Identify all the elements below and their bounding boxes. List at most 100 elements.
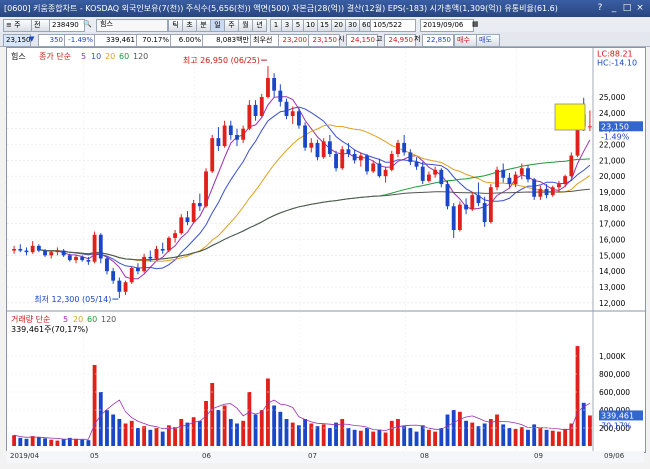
volume-bar [519, 427, 524, 446]
candle-body [550, 187, 555, 196]
quote-change: 350 [38, 34, 66, 47]
candle-body [427, 174, 431, 181]
x-label: 09/06 [604, 452, 625, 460]
candle-body [55, 250, 60, 253]
candle-body [464, 204, 468, 210]
quote-bar: 23,150 ▼ 350 -1.49% 339,461 70.17% 6.00%… [0, 32, 650, 47]
legend-ma10: 10 [91, 52, 101, 61]
volume-bar [526, 429, 530, 446]
volume-bar [67, 437, 72, 446]
candle-body [166, 237, 171, 251]
legend-ma120: 120 [133, 52, 148, 61]
volume-bar [457, 411, 462, 446]
search-icon[interactable]: 🔍 [83, 20, 92, 28]
period-tab[interactable]: 년 [252, 19, 267, 32]
volume-bar [278, 411, 283, 446]
candle-body [247, 104, 252, 129]
date-field[interactable]: 2019/09/06 [420, 19, 474, 32]
stock-name-field[interactable] [96, 19, 168, 32]
period-number-tab[interactable]: 10 [303, 19, 318, 32]
calendar-icon[interactable]: ▦ [472, 20, 479, 28]
maximize-icon[interactable]: □ [622, 3, 632, 13]
stock-code-input[interactable]: 238490 [49, 19, 85, 32]
period-tab[interactable]: 분 [196, 19, 211, 32]
candle-body [154, 249, 159, 259]
vol-legend-ma120: 120 [101, 315, 116, 324]
volume-bar [179, 419, 184, 446]
candle-body [377, 163, 382, 177]
volume-bar [550, 430, 555, 446]
volume-bar [501, 424, 506, 446]
price-volume-chart[interactable]: 25,00024,00023,00022,00021,00020,00019,0… [7, 48, 645, 452]
candle-body [253, 104, 258, 116]
candle-body [216, 138, 221, 147]
buy-button[interactable]: 매수 [454, 34, 478, 47]
volume-bar [24, 438, 29, 446]
volume-bar [142, 426, 147, 446]
minimize-icon[interactable]: _ [611, 3, 617, 13]
volume-bar [55, 440, 60, 446]
volume-bar [495, 414, 499, 446]
period-tab[interactable]: 초 [182, 19, 197, 32]
volume-bar [532, 424, 537, 446]
volume-bar [98, 392, 103, 446]
period-tab[interactable]: 월 [238, 19, 253, 32]
volume-bar [216, 410, 221, 446]
lc-label: LC:88.21 [597, 50, 633, 59]
y-tick-label: 22,000 [599, 141, 625, 150]
volume-bar [371, 431, 376, 446]
volume-bar [389, 420, 394, 446]
volume-bar [18, 437, 23, 446]
low-label: 저 [414, 35, 421, 43]
open-price: 24,150 [346, 34, 378, 47]
sell-button[interactable]: 매도 [476, 34, 500, 47]
candle-body [420, 166, 425, 181]
close-icon[interactable]: × [636, 3, 644, 13]
open-label: 시 [338, 35, 345, 43]
volume-bar [80, 439, 85, 446]
help-icon[interactable]: ? [597, 3, 603, 13]
quote-price: 23,150 [3, 34, 31, 47]
candle-body [266, 78, 270, 97]
chart-area[interactable]: 25,00024,00023,00022,00021,00020,00019,0… [6, 47, 646, 453]
candle-body [136, 268, 140, 272]
candle-body [284, 101, 289, 116]
candle-body [92, 234, 97, 262]
period-number-tab[interactable]: 30 [345, 19, 360, 32]
candle-body [414, 161, 419, 167]
candle-body [569, 155, 574, 177]
candle-body [173, 233, 177, 238]
period-tab[interactable]: 주 [224, 19, 239, 32]
candle-body [575, 114, 580, 156]
candle-body [185, 217, 190, 223]
candle-body [228, 125, 233, 135]
record-count[interactable]: 105/522 [370, 19, 416, 32]
quote-change-pct: -1.49% [64, 34, 96, 47]
y-tick-label: 13,000 [599, 283, 625, 292]
candle-body [538, 188, 543, 197]
vol-legend-ma20: 20 [73, 315, 83, 324]
period-tab[interactable]: 일 [210, 19, 225, 32]
volume-value-label: 339,461주(70,17%) [11, 325, 88, 334]
volume-bar [334, 422, 338, 446]
quote-rate: 6.00% [170, 34, 204, 47]
period-tab[interactable]: 틱 [168, 19, 183, 32]
chart-menu-button[interactable]: ≡ 주 [3, 19, 33, 32]
candle-body [12, 249, 17, 251]
candle-body [148, 256, 153, 259]
period-number-tab[interactable]: 20 [331, 19, 346, 32]
legend-ma5: 5 [81, 52, 86, 61]
volume-bar [340, 419, 345, 446]
market-select[interactable]: 전 [31, 19, 51, 32]
y-tick-label: 15,000 [599, 251, 625, 260]
period-number-tab[interactable]: 15 [317, 19, 332, 32]
candle-body [532, 179, 537, 197]
min-price-label: 최저 12,300 (05/14) [34, 294, 111, 304]
price-overlay-box[interactable] [554, 103, 586, 131]
volume-bar [166, 425, 171, 446]
volume-bar [451, 410, 456, 446]
y-tick-label: 18,000 [599, 204, 625, 213]
legend-ma-label: 종가 단순 [39, 51, 71, 61]
max-price-label: 최고 26,950 (06/25) [183, 55, 260, 65]
candle-body [241, 128, 246, 140]
